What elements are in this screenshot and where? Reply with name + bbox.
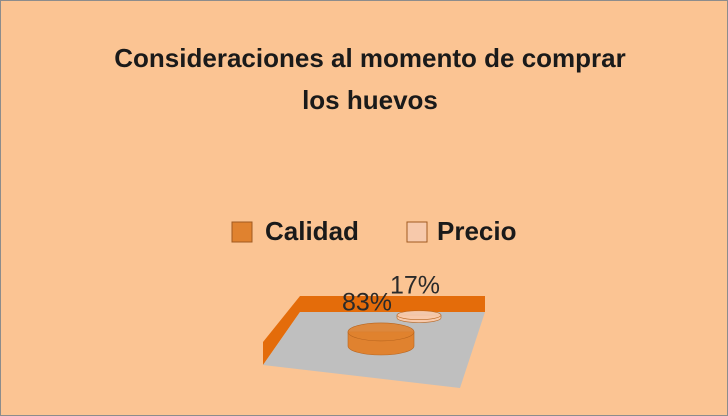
legend-swatch xyxy=(406,221,428,243)
chart-title: Consideraciones al momento de comprar los… xyxy=(114,43,625,115)
cylinder xyxy=(347,322,415,356)
cylinder-top xyxy=(347,322,415,342)
back-wall xyxy=(263,296,485,365)
legend-label: Precio xyxy=(437,216,517,246)
data-label: 83% xyxy=(342,289,392,317)
data-label: 17% xyxy=(390,272,440,300)
cylinder xyxy=(396,310,442,323)
legend-label: Calidad xyxy=(265,216,359,246)
title-line: los huevos xyxy=(302,85,438,115)
title-line: Consideraciones al momento de comprar xyxy=(114,43,625,73)
legend-swatch xyxy=(231,221,253,243)
cylinder-top xyxy=(396,310,442,320)
